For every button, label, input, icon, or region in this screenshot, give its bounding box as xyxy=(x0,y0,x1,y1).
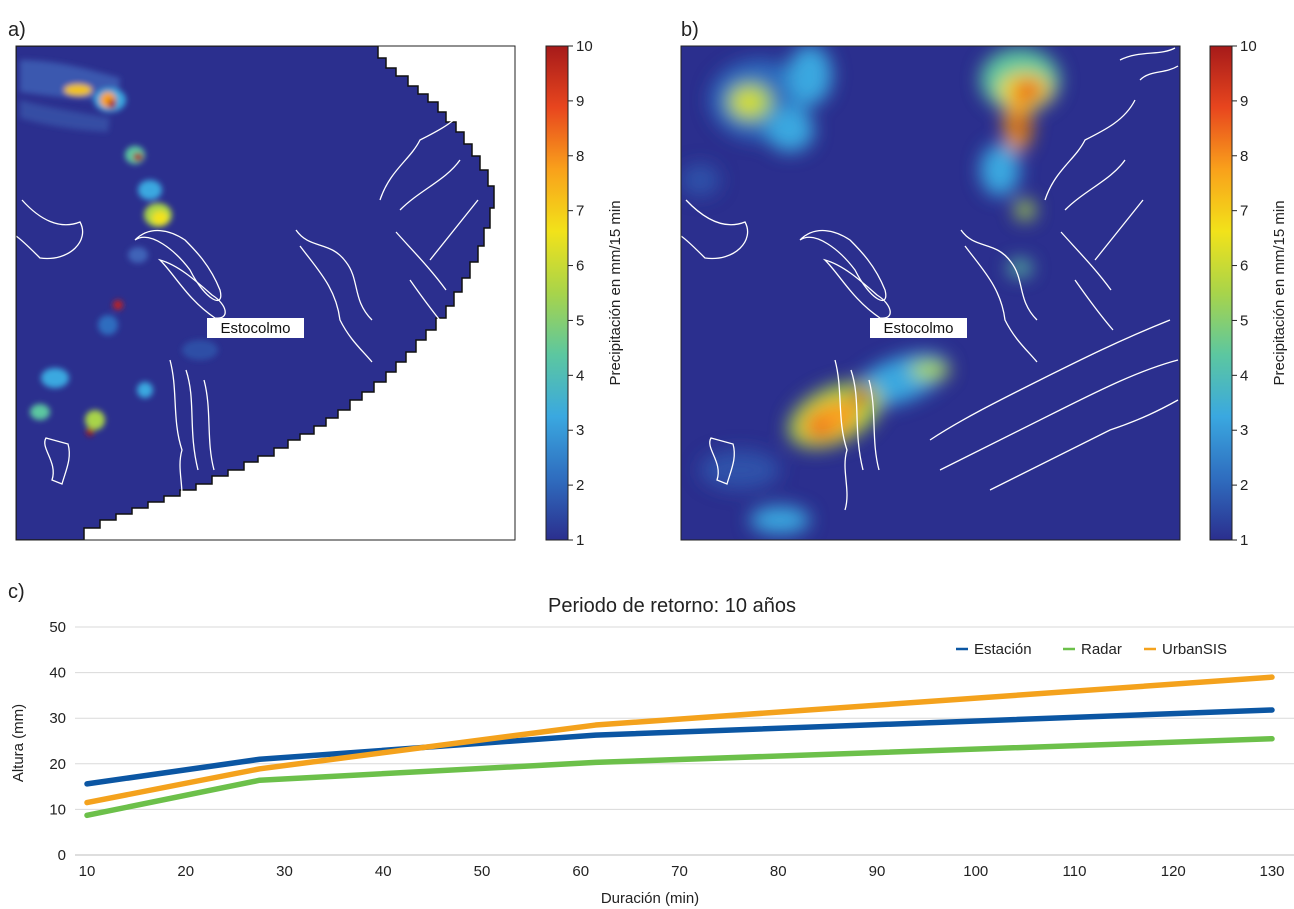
colorbar-a-bar xyxy=(545,45,569,541)
colorbar-tick-label: 3 xyxy=(1240,422,1248,439)
y-tick-label: 40 xyxy=(49,665,66,682)
colorbar-tick-label: 6 xyxy=(576,258,584,275)
panel-b-city-label: Estocolmo xyxy=(883,320,953,337)
series-lines xyxy=(84,674,1275,819)
colorbar-tick-label: 7 xyxy=(576,203,584,220)
x-tick-label: 100 xyxy=(963,863,988,880)
panel-a-letter: a) xyxy=(8,19,26,41)
panel-a: a) xyxy=(8,19,516,541)
x-tick-label: 40 xyxy=(375,863,392,880)
panel-a-frame xyxy=(15,45,516,541)
x-tick-label: 70 xyxy=(671,863,688,880)
x-tick-label: 130 xyxy=(1259,863,1284,880)
panel-a-city-label-box xyxy=(207,318,304,338)
legend: Estación Radar UrbanSIS xyxy=(956,641,1227,658)
panel-a-city-label: Estocolmo xyxy=(220,320,290,337)
radar-coverage-area xyxy=(16,46,495,540)
x-tick-label: 30 xyxy=(276,863,293,880)
x-tick-label: 120 xyxy=(1161,863,1186,880)
colorbar-tick-label: 6 xyxy=(1240,258,1248,275)
colorbar-tick-label: 10 xyxy=(576,38,593,55)
colorbar-tick-label: 3 xyxy=(576,422,584,439)
legend-label: UrbanSIS xyxy=(1162,641,1227,658)
colorbar-tick-label: 8 xyxy=(576,148,584,165)
y-axis-label: Altura (mm) xyxy=(10,704,27,782)
colorbar-tick-label: 10 xyxy=(1240,38,1257,55)
precipitation-cells-a xyxy=(20,60,218,436)
x-tick-label: 60 xyxy=(572,863,589,880)
colorbar-tick-label: 2 xyxy=(1240,477,1248,494)
x-tick-label: 50 xyxy=(474,863,491,880)
panel-b: b) xyxy=(680,19,1181,541)
x-axis-label: Duración (min) xyxy=(601,890,699,907)
colorbar-tick-label: 8 xyxy=(1240,148,1248,165)
panel-b-frame xyxy=(680,45,1181,541)
colorbar-tick-label: 4 xyxy=(1240,367,1248,384)
coastline-a xyxy=(16,99,479,511)
colorbar-b: 10 9 8 7 6 5 4 3 2 1 Precipitación en mm/15 min xyxy=(1209,38,1288,549)
x-tick-labels: 10 20 30 40 50 60 70 80 90 100 110 120 130 xyxy=(79,863,1285,880)
panel-b-city-label-box xyxy=(870,318,967,338)
colorbar-b-ticks: 10 9 8 7 6 5 4 3 2 1 xyxy=(1232,38,1257,549)
colorbar-a: 10 9 8 7 6 5 4 3 2 1 Precipitación en mm/15 min xyxy=(545,38,624,549)
x-tick-label: 20 xyxy=(177,863,194,880)
colorbar-tick-label: 1 xyxy=(1240,532,1248,549)
y-tick-label: 30 xyxy=(49,710,66,727)
y-tick-label: 50 xyxy=(49,619,66,636)
colorbar-tick-label: 5 xyxy=(1240,312,1248,329)
series-line-urbansis xyxy=(84,674,1275,806)
colorbar-tick-label: 5 xyxy=(576,312,584,329)
gridlines xyxy=(75,626,1294,856)
panel-b-letter: b) xyxy=(681,19,699,41)
colorbar-tick-label: 1 xyxy=(576,532,584,549)
colorbar-a-label: Precipitación en mm/15 min xyxy=(607,200,624,385)
series-line-radar xyxy=(84,735,1275,819)
legend-label: Estación xyxy=(974,641,1032,658)
y-tick-label: 10 xyxy=(49,801,66,818)
colorbar-b-label: Precipitación en mm/15 min xyxy=(1271,200,1288,385)
colorbar-tick-label: 4 xyxy=(576,367,584,384)
colorbar-b-bar xyxy=(1209,45,1233,541)
chart-title: Periodo de retorno: 10 años xyxy=(548,595,796,617)
panel-c: c) Periodo de retorno: 10 años 0 10 20 30 40… xyxy=(8,581,1294,907)
panel-c-letter: c) xyxy=(8,581,25,603)
legend-label: Radar xyxy=(1081,641,1122,658)
coastline-b xyxy=(681,47,1179,511)
y-tick-labels: 0 10 20 30 40 50 xyxy=(49,619,66,864)
x-tick-label: 10 xyxy=(79,863,96,880)
x-tick-label: 90 xyxy=(869,863,886,880)
colorbar-a-ticks: 10 9 8 7 6 5 4 3 2 1 xyxy=(568,38,593,549)
colorbar-tick-label: 9 xyxy=(1240,93,1248,110)
x-tick-label: 110 xyxy=(1063,863,1087,880)
colorbar-tick-label: 9 xyxy=(576,93,584,110)
y-tick-label: 0 xyxy=(58,847,66,864)
x-tick-label: 80 xyxy=(770,863,787,880)
colorbar-tick-label: 2 xyxy=(576,477,584,494)
y-tick-label: 20 xyxy=(49,756,66,773)
precipitation-cells-b xyxy=(681,46,1060,534)
colorbar-tick-label: 7 xyxy=(1240,203,1248,220)
